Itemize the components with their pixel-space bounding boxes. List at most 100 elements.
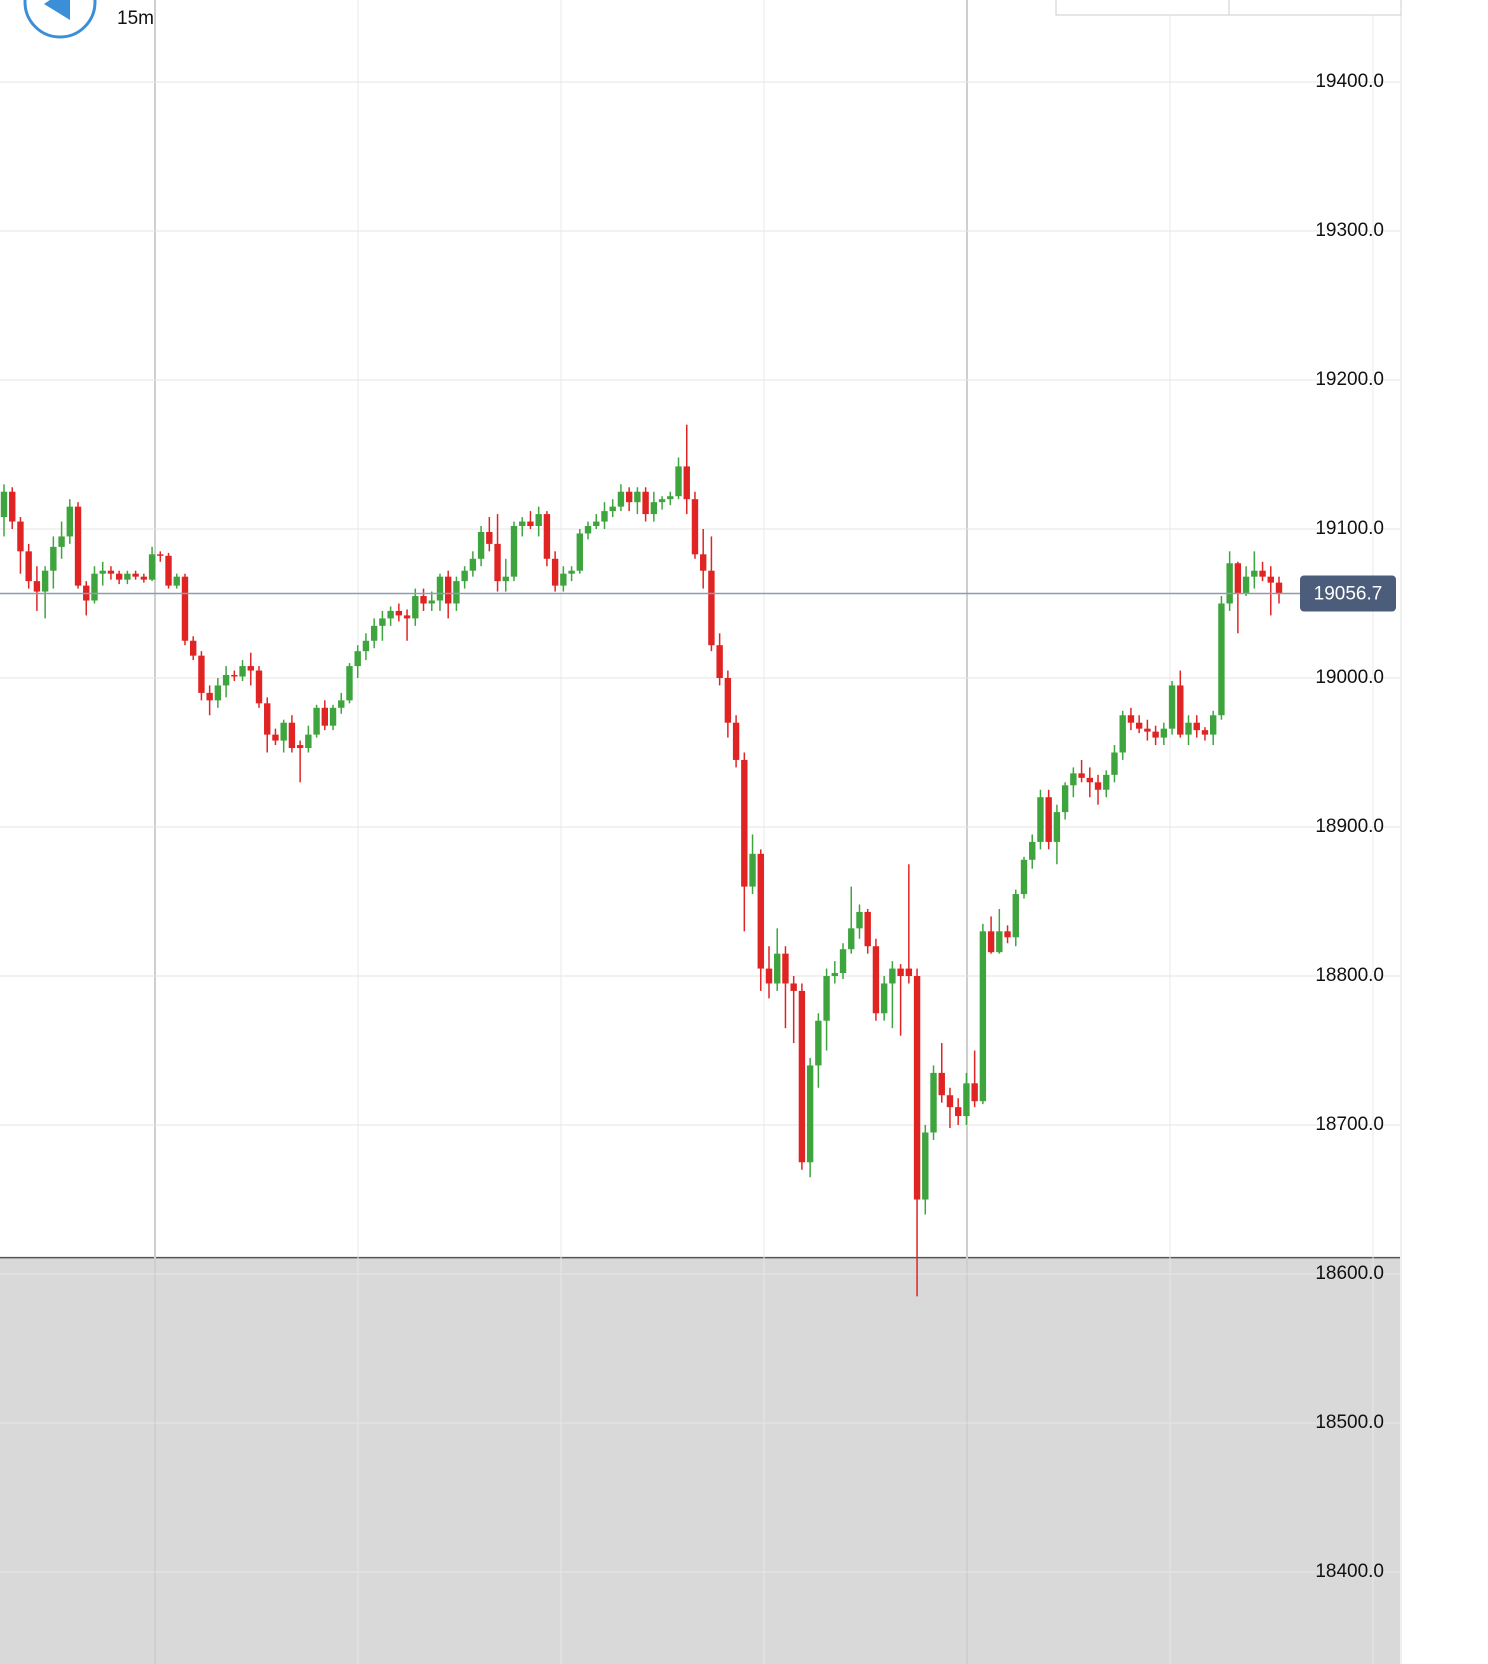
candle-body	[938, 1072, 945, 1096]
candle-body	[58, 536, 65, 547]
candle-body	[1111, 752, 1118, 775]
candle-body	[584, 526, 592, 534]
candle-body	[50, 546, 57, 571]
candle-body	[1012, 894, 1019, 938]
y-tick-label: 18500.0	[1315, 1412, 1384, 1433]
candle-body	[206, 692, 213, 701]
candle-body	[74, 506, 82, 586]
candle-body	[362, 640, 370, 652]
candle-body	[453, 581, 460, 604]
candle-body	[880, 983, 888, 1014]
candle-body	[148, 554, 156, 580]
candle-body	[239, 666, 246, 677]
candle-body	[774, 953, 781, 984]
candle-body	[1020, 859, 1028, 895]
candle-body	[634, 491, 641, 503]
candle-body	[1185, 722, 1192, 735]
y-tick-label: 19400.0	[1315, 71, 1384, 92]
candle-body	[1004, 931, 1011, 938]
candle-body	[741, 759, 748, 887]
candle-body	[370, 625, 378, 641]
candle-body	[535, 514, 542, 527]
candle-body	[716, 645, 723, 678]
candle-body	[527, 521, 534, 527]
candle-body	[519, 521, 526, 527]
button-circle	[23, 0, 97, 39]
candle-body	[617, 491, 625, 507]
candle-body	[494, 543, 501, 582]
candle-body	[831, 973, 839, 977]
candle-body	[905, 968, 913, 977]
candle-body	[41, 570, 49, 592]
candle-body	[124, 573, 131, 580]
candle-body	[1078, 773, 1085, 778]
candle-body	[477, 531, 485, 559]
candle-body	[280, 722, 287, 741]
candle-body	[543, 514, 551, 559]
layout: 15m	[23, 0, 1402, 1664]
candle-body	[650, 502, 658, 515]
candle-body	[749, 853, 756, 887]
candle-body	[272, 734, 279, 741]
candle-body	[132, 573, 139, 577]
candle-body	[338, 700, 345, 708]
timeframe: 15m	[117, 8, 154, 29]
y-tick-label: 19000.0	[1315, 667, 1384, 688]
candle-body	[757, 853, 764, 969]
candle-body	[1160, 728, 1168, 738]
last-price-label: 19056.7	[1314, 584, 1383, 605]
candle-body	[214, 685, 222, 701]
candle-body	[1251, 570, 1258, 577]
candle-body	[642, 491, 649, 515]
candle-body	[954, 1107, 962, 1117]
candle-body	[510, 526, 518, 577]
candle-body	[790, 983, 797, 991]
candle-body	[25, 551, 32, 582]
candle-body	[444, 576, 452, 604]
candle-body	[428, 600, 435, 604]
candle-body	[1193, 722, 1200, 731]
candle-body	[987, 931, 995, 953]
candle-body	[708, 570, 715, 646]
candle-body	[1209, 715, 1217, 735]
candle-body	[17, 521, 24, 552]
candle-body	[815, 1020, 822, 1066]
back-button[interactable]	[23, 0, 97, 39]
candle-body	[107, 570, 115, 574]
candle-body	[502, 576, 509, 582]
candle-body	[658, 499, 666, 503]
candle-body	[1234, 563, 1242, 594]
candle-body	[1094, 782, 1102, 790]
candle-body	[296, 745, 304, 749]
candle-body	[913, 976, 921, 1200]
candle-body	[765, 968, 773, 984]
candle-body	[469, 558, 477, 571]
candle-body	[1168, 685, 1176, 729]
candle-body	[198, 655, 205, 693]
candle-body	[601, 511, 608, 522]
candle-body	[823, 976, 830, 1021]
candle-body	[1127, 715, 1135, 723]
candle-body	[872, 946, 880, 1014]
candle-body	[625, 491, 633, 503]
candle-body	[551, 558, 559, 586]
candle-body	[839, 949, 847, 974]
candle-body	[971, 1083, 978, 1102]
candle-body	[1226, 563, 1233, 604]
candle-body	[667, 496, 674, 500]
candle-body	[420, 596, 427, 604]
candle-body	[247, 666, 254, 671]
candle-body	[732, 722, 740, 760]
candle-body	[568, 570, 575, 574]
candle-body	[288, 722, 296, 749]
candle-body	[699, 554, 707, 571]
candle-body	[1218, 603, 1225, 716]
candle-body	[724, 677, 732, 723]
candle-body	[1070, 773, 1077, 786]
y-tick-label: 18900.0	[1315, 816, 1384, 837]
candle-body	[0, 491, 8, 518]
candle-body	[691, 499, 699, 555]
y-tick-label: 18800.0	[1315, 965, 1384, 986]
y-tick-label: 19300.0	[1315, 220, 1384, 241]
candle-body	[1029, 841, 1036, 860]
